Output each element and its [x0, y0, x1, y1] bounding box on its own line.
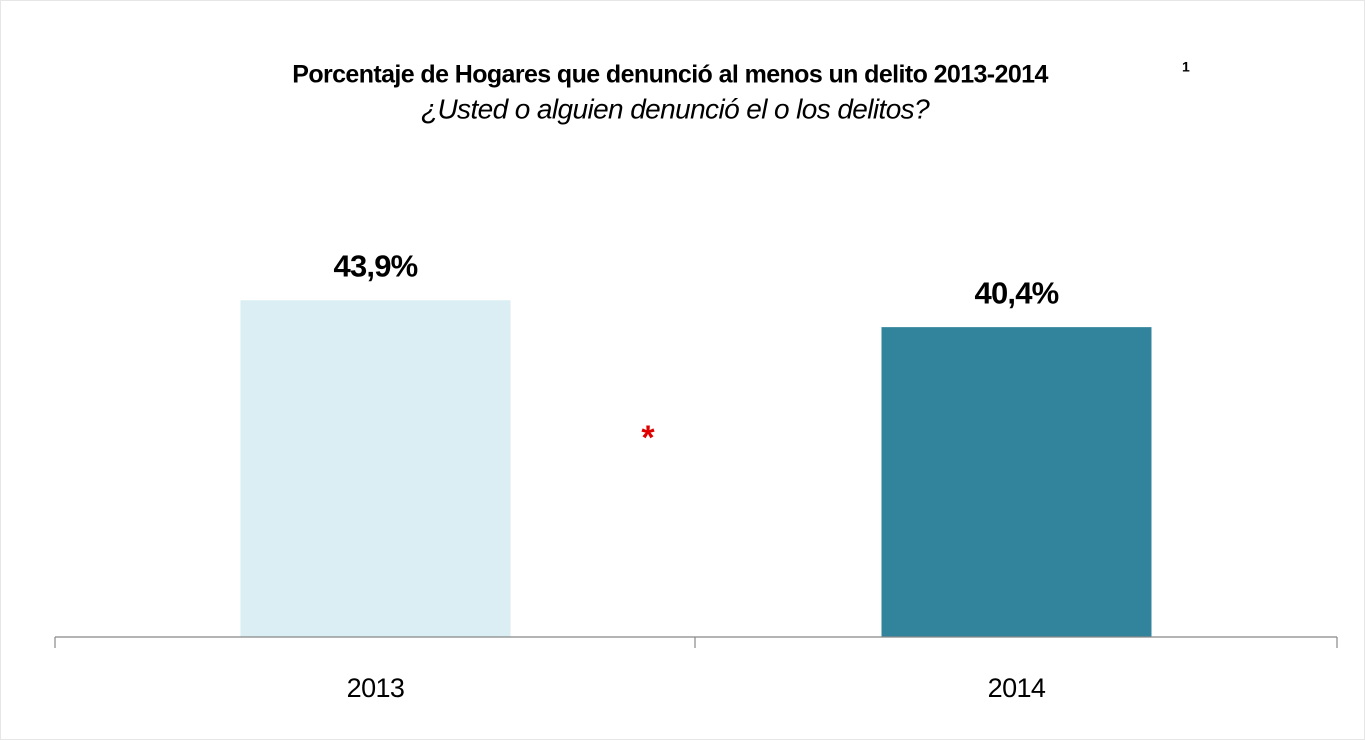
chart-title: Porcentaje de Hogares que denunció al me…	[292, 61, 1048, 89]
annotation: *	[641, 419, 655, 457]
chart-subtitle: ¿Usted o alguien denunció el o los delit…	[421, 93, 930, 124]
plot: 43,9% 2013 40,4% 2014	[240, 248, 1152, 703]
x-tick-label: 2013	[347, 673, 405, 703]
title-superscript: 1	[1182, 59, 1190, 75]
bar	[240, 300, 511, 637]
value-label: 40,4%	[975, 275, 1059, 310]
value-label: 43,9%	[334, 248, 418, 283]
x-tick-label: 2014	[988, 673, 1046, 703]
bar	[881, 327, 1152, 637]
